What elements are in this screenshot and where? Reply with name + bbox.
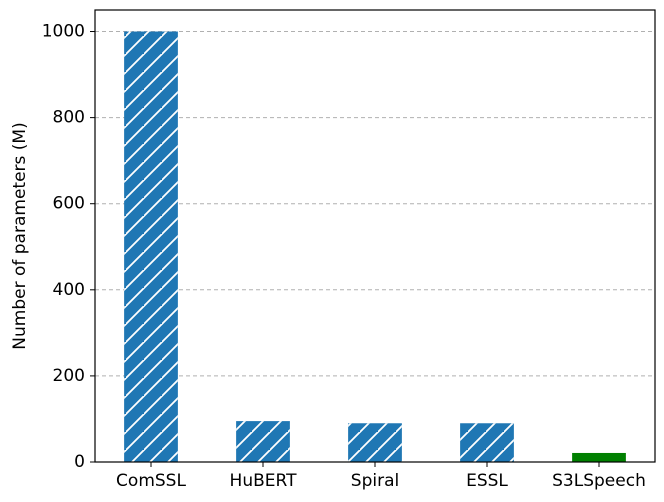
x-tick-label: Spiral [351,471,399,491]
y-tick-label: 400 [53,280,85,300]
y-axis-label: Number of parameters (M) [10,122,30,349]
y-tick-label: 200 [53,366,85,386]
y-tick-label: 0 [74,452,85,472]
plot-frame [94,9,656,463]
x-tick-label: HuBERT [230,471,298,491]
x-tick-label: ESSL [466,471,508,491]
y-tick-label: 1000 [42,22,85,42]
x-tick-label: S3LSpeech [552,471,646,491]
bar [572,452,626,462]
bar-hatch [460,423,514,462]
x-tick-label: ComSSL [116,471,186,491]
y-tick-label: 800 [53,108,85,128]
bar-hatch [236,421,290,462]
y-tick-label: 600 [53,194,85,214]
bar-hatch [348,423,402,462]
bar-hatch [124,31,178,463]
